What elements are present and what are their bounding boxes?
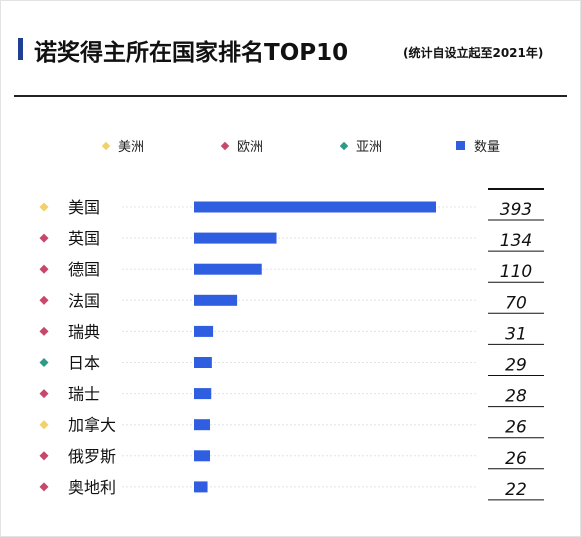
bar xyxy=(194,388,212,400)
value-label: 26 xyxy=(505,418,527,438)
legend-label: 欧洲 xyxy=(237,140,264,155)
category-label: 美国 xyxy=(68,198,100,217)
region-diamond-icon xyxy=(39,482,49,492)
page-subtitle: (统计自设立起至2021年) xyxy=(403,46,544,60)
value-label: 22 xyxy=(505,480,527,500)
legend-label: 数量 xyxy=(474,140,501,155)
legend-label: 亚洲 xyxy=(356,140,383,155)
category-label: 俄罗斯 xyxy=(68,447,116,466)
title-accent-bar xyxy=(18,38,23,60)
value-label: 26 xyxy=(505,449,527,469)
category-label: 加拿大 xyxy=(68,416,116,435)
category-label: 瑞士 xyxy=(68,385,100,404)
bar xyxy=(194,419,211,431)
bar xyxy=(194,263,262,275)
category-label: 奥地利 xyxy=(68,478,116,497)
value-label: 29 xyxy=(505,356,527,376)
value-label: 70 xyxy=(505,293,527,313)
region-diamond-icon xyxy=(39,389,49,399)
category-label: 德国 xyxy=(68,260,100,279)
legend-item-americas: 美洲 xyxy=(101,136,145,155)
legend-item-count: 数量 xyxy=(456,136,500,155)
legend-item-europe: 欧洲 xyxy=(220,136,264,155)
value-label: 31 xyxy=(505,324,527,344)
category-label: 瑞典 xyxy=(68,322,100,341)
title-divider xyxy=(14,95,567,97)
legend-item-asia: 亚洲 xyxy=(339,136,383,155)
value-label: 28 xyxy=(505,387,527,407)
page-title: 诺奖得主所在国家排名TOP10 xyxy=(34,40,349,66)
region-diamond-icon xyxy=(39,420,49,430)
value-label: 393 xyxy=(500,200,532,220)
bar xyxy=(194,357,212,368)
bar xyxy=(194,232,277,244)
bar xyxy=(194,450,211,462)
region-diamond-icon xyxy=(39,295,49,305)
bar xyxy=(194,481,208,493)
value-label: 110 xyxy=(500,262,532,282)
region-diamond-icon xyxy=(39,357,49,368)
category-label: 日本 xyxy=(68,354,100,373)
bar xyxy=(194,294,238,306)
region-diamond-icon xyxy=(39,451,49,461)
bar xyxy=(194,325,214,337)
region-diamond-icon xyxy=(39,326,49,336)
region-diamond-icon xyxy=(39,202,49,212)
legend-label: 美洲 xyxy=(118,140,145,155)
square-icon xyxy=(456,141,465,150)
region-diamond-icon xyxy=(39,233,49,243)
category-label: 英国 xyxy=(68,229,100,248)
value-label: 134 xyxy=(500,231,532,251)
region-diamond-icon xyxy=(39,264,49,274)
legend: 美洲 欧洲 亚洲 数量 xyxy=(0,136,581,156)
bar xyxy=(194,201,436,213)
category-label: 法国 xyxy=(68,291,100,310)
